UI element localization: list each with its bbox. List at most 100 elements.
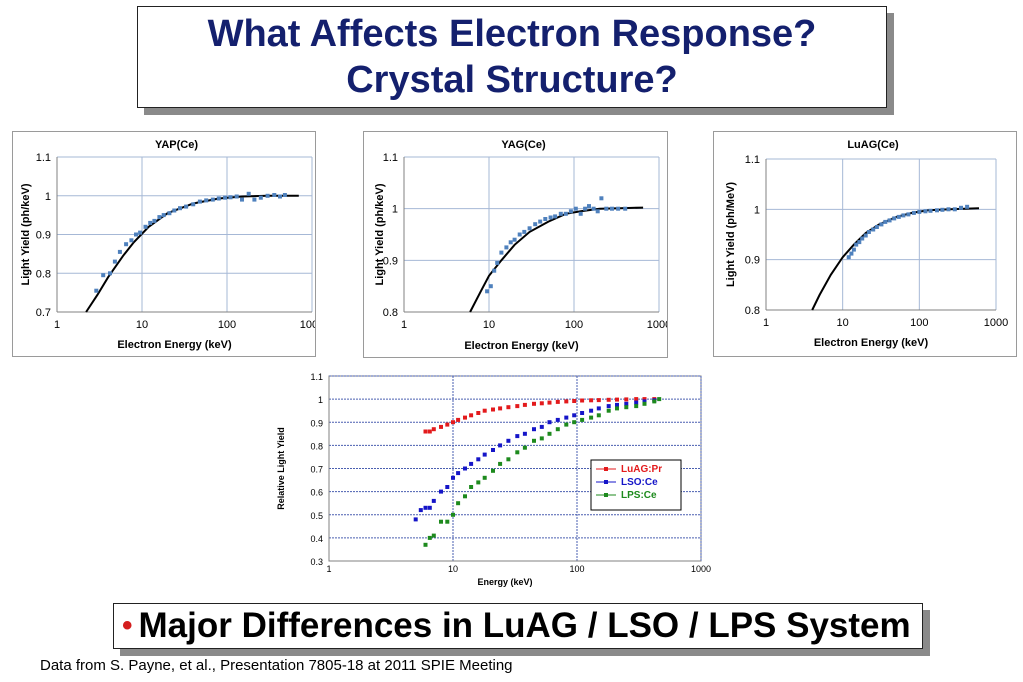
data-point-lsoce — [642, 399, 647, 404]
data-point-luagpr — [624, 397, 629, 402]
data-point — [210, 197, 215, 202]
legend-label: LSO:Ce — [621, 477, 658, 488]
data-point — [901, 213, 906, 218]
y-tick-label: 0.7 — [36, 307, 51, 319]
data-point — [129, 238, 134, 243]
fit-curve — [85, 194, 299, 313]
data-point — [548, 215, 553, 220]
data-point-luagpr — [589, 398, 594, 403]
data-point — [623, 206, 628, 211]
data-point-lpsce — [423, 542, 428, 547]
data-point — [117, 249, 122, 254]
data-point-luagpr — [476, 411, 481, 415]
data-point — [892, 216, 897, 221]
data-point — [101, 273, 106, 278]
chart-panel-relative: 0.3 0.4 0.5 0.6 0.7 0.8 0.9 1 1.1 1 10 100 1000 Energ… — [266, 365, 721, 590]
data-point-lsoce — [506, 438, 511, 443]
data-point — [517, 232, 522, 237]
data-point — [488, 284, 493, 289]
data-point-lpsce — [624, 405, 629, 410]
data-point-lpsce — [456, 501, 461, 506]
data-point-lpsce — [572, 420, 577, 425]
data-point — [578, 211, 583, 216]
chart-yap: 0.7 0.8 0.9 1 1.1 1 10 100 1000 YAP(Ce) Electron E… — [20, 139, 315, 351]
x-tick-label: 100 — [910, 317, 928, 329]
x-tick-label: 100 — [569, 564, 584, 574]
data-point-lsoce — [431, 498, 436, 503]
y-tick-label: 0.9 — [310, 418, 323, 428]
chart-panel-yap: 0.7 0.8 0.9 1 1.1 1 10 100 1000 YAP(Ce) Electron E… — [12, 131, 316, 357]
x-tick-label: 10 — [136, 319, 148, 331]
data-point — [172, 208, 177, 213]
data-point — [863, 233, 868, 238]
data-point — [887, 218, 892, 223]
data-point-lsoce — [572, 413, 577, 418]
data-point-lsoce — [615, 402, 619, 407]
data-point — [522, 229, 527, 234]
y-tick-label: 0.9 — [36, 230, 51, 242]
data-point — [857, 240, 862, 245]
chart-title: YAG(Ce) — [501, 139, 546, 151]
data-point — [965, 204, 970, 209]
y-tick-label: 0.7 — [310, 465, 323, 475]
data-point-lpsce — [515, 450, 520, 455]
data-point-lsoce — [532, 427, 536, 432]
y-tick-label: 0.8 — [36, 268, 51, 280]
data-point — [184, 204, 189, 209]
y-tick-label: 1.1 — [383, 152, 398, 164]
data-point-lpsce — [580, 417, 585, 422]
data-point — [504, 245, 509, 250]
data-point-luagpr — [555, 399, 560, 404]
data-point — [138, 230, 143, 235]
data-point-lsoce — [469, 461, 474, 466]
data-point-lpsce — [451, 512, 455, 517]
y-tick-label: 1.1 — [36, 152, 51, 164]
data-point-luagpr — [539, 401, 544, 406]
data-point — [587, 204, 591, 209]
chart-title: LuAG(Ce) — [847, 139, 899, 151]
legend-marker — [604, 480, 608, 484]
data-point — [883, 219, 888, 224]
data-point-lpsce — [445, 519, 450, 524]
data-point-lsoce — [476, 457, 481, 462]
data-point — [871, 227, 876, 232]
data-point — [272, 193, 277, 197]
data-point — [874, 225, 879, 229]
data-point — [935, 208, 939, 213]
data-point-lsoce — [515, 434, 520, 439]
chart-panel-yag: 0.8 0.9 1 1.1 1 10 100 1000 YAG(Ce) Electron Ener… — [363, 131, 668, 358]
data-point-luagpr — [491, 407, 495, 412]
data-point-lsoce — [606, 404, 611, 409]
data-point-lsoce — [522, 431, 527, 436]
data-point — [860, 236, 865, 241]
data-point-lsoce — [418, 508, 423, 513]
data-point-lsoce — [555, 417, 560, 422]
data-point-luagpr — [606, 397, 611, 402]
data-point-lpsce — [606, 408, 611, 413]
data-point — [228, 195, 233, 200]
data-point-lsoce — [463, 466, 467, 471]
y-tick-label: 1 — [754, 204, 760, 216]
data-point — [112, 259, 117, 264]
data-point-lpsce — [439, 519, 443, 524]
data-point-lpsce — [547, 431, 552, 436]
x-tick-label: 1000 — [984, 317, 1008, 329]
chart-relative: 0.3 0.4 0.5 0.6 0.7 0.8 0.9 1 1.1 1 10 100 1000 Energ… — [276, 372, 711, 587]
data-point — [896, 214, 901, 219]
data-point — [923, 209, 928, 214]
data-point-luagpr — [564, 399, 569, 404]
data-point — [866, 230, 871, 234]
data-point-lsoce — [634, 400, 639, 405]
data-point-luagpr — [456, 417, 461, 422]
y-tick-label: 0.5 — [310, 511, 323, 521]
data-point-lsoce — [456, 471, 461, 476]
data-point-lpsce — [634, 404, 639, 409]
data-point — [563, 211, 568, 216]
y-tick-label: 0.3 — [310, 557, 323, 567]
data-point-luagpr — [580, 398, 585, 403]
data-point — [846, 255, 851, 260]
data-point — [527, 226, 532, 231]
data-point — [499, 250, 504, 255]
data-point-lsoce — [596, 406, 601, 411]
data-point — [583, 206, 588, 211]
